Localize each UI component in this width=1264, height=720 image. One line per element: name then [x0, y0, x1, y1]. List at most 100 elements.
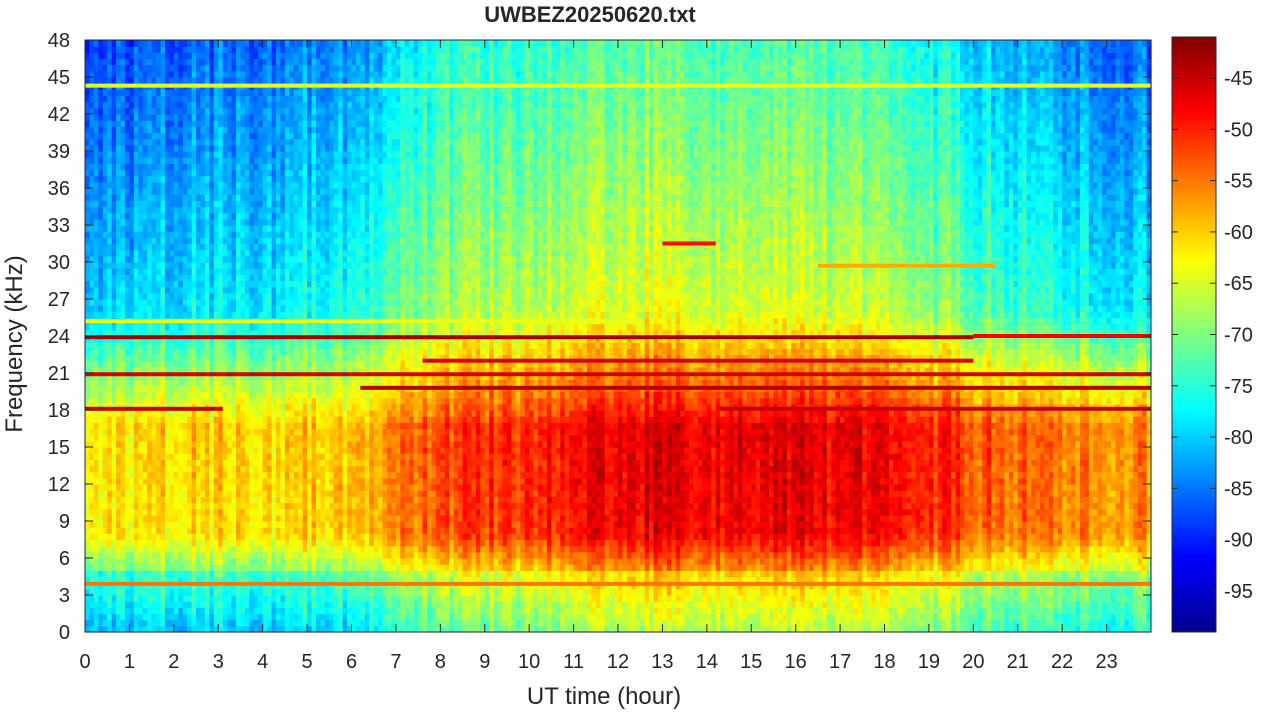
heatmap-cell [164, 496, 170, 504]
heatmap-cell [129, 237, 135, 245]
heatmap-cell [298, 268, 304, 275]
heatmap-cell [311, 410, 317, 417]
heatmap-cell [236, 206, 242, 214]
heatmap-cell [284, 305, 290, 312]
heatmap-cell [98, 194, 104, 201]
heatmap-cell [275, 502, 282, 510]
heatmap-cell [147, 336, 153, 343]
heatmap-cell [284, 40, 290, 47]
heatmap-cell [178, 336, 184, 343]
heatmap-cell [93, 249, 99, 257]
heatmap-cell [298, 595, 304, 602]
heatmap-cell [311, 416, 317, 423]
heatmap-cell [307, 385, 313, 393]
heatmap-cell [138, 496, 144, 504]
heatmap-cell [111, 169, 117, 177]
heatmap-cell [204, 64, 210, 72]
heatmap-cell [178, 280, 184, 288]
heatmap-cell [293, 348, 299, 356]
heatmap-cell [293, 465, 299, 473]
heatmap-cell [271, 440, 277, 448]
heatmap-cell [116, 416, 122, 423]
heatmap-cell [102, 410, 108, 417]
heatmap-cell [191, 329, 197, 337]
heatmap-cell [253, 286, 259, 294]
heatmap-cell [209, 52, 215, 60]
heatmap-cell [169, 58, 175, 66]
heatmap-cell [298, 521, 304, 528]
heatmap-cell [307, 101, 313, 109]
heatmap-cell [151, 422, 157, 430]
heatmap-cell [196, 249, 202, 257]
heatmap-cell [142, 558, 148, 565]
heatmap-cell [222, 428, 228, 436]
heatmap-cell [289, 576, 295, 584]
heatmap-cell [151, 336, 157, 343]
heatmap-cell [209, 422, 215, 430]
heatmap-cell [120, 262, 126, 269]
heatmap-cell [293, 521, 299, 528]
heatmap-cell [236, 465, 242, 473]
heatmap-cell [311, 126, 317, 134]
heatmap-cell [311, 403, 317, 411]
heatmap-cell [302, 231, 308, 238]
heatmap-cell [160, 280, 166, 288]
heatmap-cell [258, 601, 264, 608]
heatmap-cell [169, 181, 175, 189]
heatmap-cell [244, 570, 250, 578]
heatmap-cell [156, 144, 162, 152]
heatmap-cell [191, 588, 197, 596]
heatmap-cell [204, 138, 210, 146]
heatmap-cell [85, 181, 91, 189]
heatmap-cell [227, 428, 233, 436]
heatmap-cell [89, 181, 95, 189]
heatmap-cell [138, 570, 144, 578]
heatmap-cell [275, 496, 282, 504]
heatmap-cell [222, 625, 228, 633]
heatmap-cell [173, 151, 179, 158]
heatmap-cell [289, 323, 295, 331]
heatmap-cell [151, 132, 157, 140]
heatmap-cell [213, 77, 219, 84]
heatmap-cell [173, 576, 179, 584]
heatmap-cell [236, 280, 242, 288]
heatmap-cell [293, 231, 299, 238]
heatmap-cell [133, 262, 139, 269]
heatmap-cell [98, 533, 104, 541]
heatmap-cell [280, 607, 286, 615]
heatmap-cell [213, 114, 219, 121]
heatmap-cell [93, 484, 99, 491]
heatmap-cell [311, 231, 317, 238]
heatmap-cell [147, 558, 153, 565]
heatmap-cell [111, 200, 117, 208]
heatmap-cell [240, 385, 246, 393]
heatmap-cell [284, 157, 290, 164]
heatmap-cell [85, 64, 91, 72]
heatmap-cell [200, 194, 206, 201]
heatmap-cell [218, 255, 224, 263]
heatmap-cell [102, 114, 108, 121]
heatmap-cell [89, 255, 95, 263]
heatmap-cell [85, 268, 91, 275]
heatmap-cell [253, 619, 259, 627]
heatmap-cell [89, 385, 95, 393]
heatmap-cell [258, 625, 264, 633]
heatmap-cell [182, 107, 188, 115]
heatmap-cell [249, 188, 255, 195]
heatmap-cell [151, 249, 157, 257]
heatmap-cell [231, 225, 237, 232]
heatmap-cell [227, 453, 233, 460]
heatmap-cell [289, 262, 295, 269]
heatmap-cell [293, 416, 299, 423]
heatmap-cell [262, 311, 268, 319]
heatmap-cell [107, 527, 113, 534]
heatmap-cell [142, 508, 148, 516]
heatmap-cell [289, 299, 295, 306]
heatmap-cell [307, 181, 313, 189]
heatmap-cell [196, 280, 202, 288]
heatmap-cell [164, 157, 170, 164]
heatmap-cell [236, 410, 242, 417]
heatmap-cell [89, 280, 95, 288]
heatmap-cell [249, 551, 255, 559]
heatmap-cell [231, 212, 237, 220]
